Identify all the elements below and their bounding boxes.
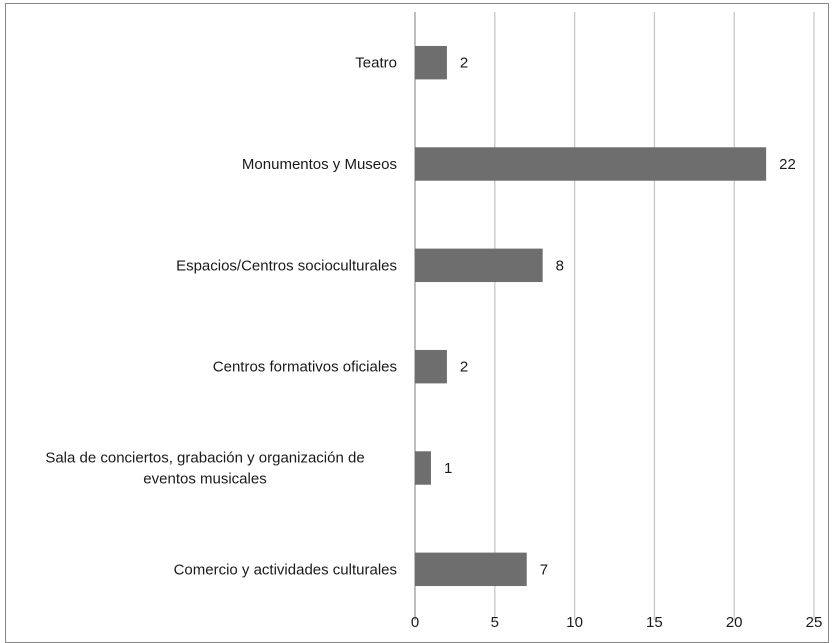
category-label-5: Sala de conciertos, grabación y organiza… [45,450,364,488]
bar-4 [415,349,447,384]
category-label-1: Teatro [355,55,397,72]
data-label-4: 2 [460,359,468,376]
x-tick-label-5: 5 [491,614,499,631]
x-tick-label-20: 20 [726,614,743,631]
data-label-5: 1 [444,460,452,477]
data-label-2: 22 [779,156,796,173]
category-label-line: eventos musicales [143,471,266,488]
data-label-1: 2 [460,55,468,72]
category-label-4: Centros formativos oficiales [213,359,397,376]
category-label-line: Sala de conciertos, grabación y organiza… [45,450,364,467]
data-label-6: 7 [540,561,548,578]
x-tick-label-10: 10 [566,614,583,631]
category-label-line: Monumentos y Museos [242,156,397,173]
category-label-3: Espacios/Centros socioculturales [176,257,397,274]
x-tick-label-25: 25 [806,614,823,631]
category-label-6: Comercio y actividades culturales [174,561,397,578]
bar-3 [415,248,543,283]
category-label-line: Comercio y actividades culturales [174,561,397,578]
data-label-3: 8 [556,257,564,274]
bar-1 [415,45,447,80]
category-label-line: Teatro [355,55,397,72]
category-label-2: Monumentos y Museos [242,156,397,173]
bar-6 [415,552,527,587]
chart-frame [5,3,829,643]
bar-5 [415,451,431,485]
category-label-line: Espacios/Centros socioculturales [176,257,397,274]
bar-2 [415,147,767,181]
x-tick-label-15: 15 [646,614,663,631]
category-label-line: Centros formativos oficiales [213,359,397,376]
x-tick-label-0: 0 [411,614,419,631]
